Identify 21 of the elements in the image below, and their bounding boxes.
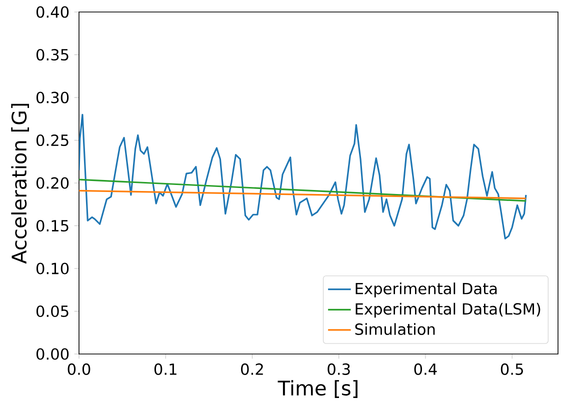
line-series [79,114,527,240]
y-tick-label: 0.30 [36,92,69,104]
y-tick-label: 0.40 [36,6,69,18]
y-tick-label: 0.10 [36,262,69,274]
y-tick-label: 0.15 [36,220,68,232]
y-tick-label: 0.20 [36,177,69,189]
y-tick-label: 0.25 [36,134,68,146]
x-tick-label: 0.4 [414,363,437,375]
legend-label: Simulation [355,323,435,336]
x-tick-label: 0.2 [241,363,263,375]
x-axis-title: Time [s] [278,380,358,398]
legend-label: Experimental Data(LSM) [356,302,540,318]
y-tick-label: 0.00 [36,348,69,360]
x-tick-label: 0.0 [68,363,90,375]
x-tick-label: 0.5 [500,363,523,375]
y-tick-label: 0.05 [36,305,68,318]
x-tick-label: 0.3 [328,363,350,375]
legend-label: Experimental Data [356,282,497,298]
x-tick-label: 0.1 [154,363,176,375]
y-tick-label: 0.35 [36,48,68,61]
y-axis-title: Acceleration [G] [11,104,29,264]
